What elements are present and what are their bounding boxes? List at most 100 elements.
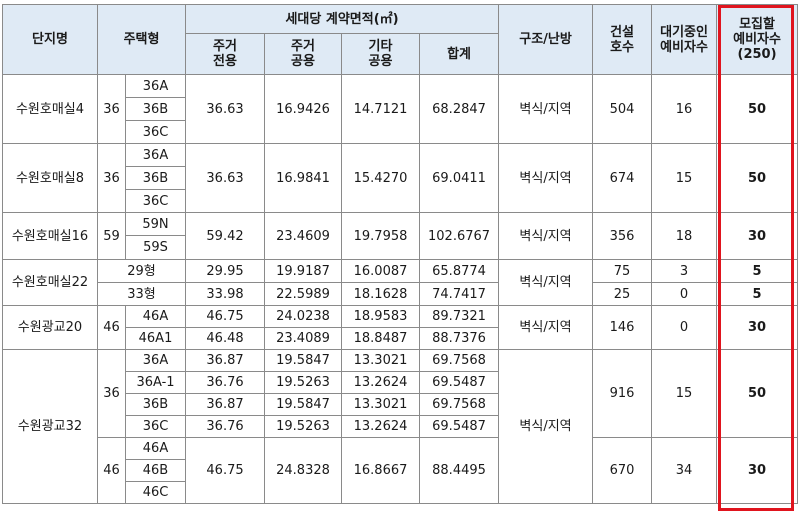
jugeo-jeonyong: 46.48 [185,327,266,350]
type-number: 36 [97,349,126,438]
hapgye: 88.7376 [419,327,500,350]
type-label: 36C [124,189,187,213]
complex-name: 수원호매실8 [2,143,98,213]
gita-gongyong: 13.3021 [341,393,421,416]
jugeo-jeonyong: 36.87 [185,349,266,372]
type-label: 33형 [96,282,187,306]
hapgye: 69.0411 [419,143,500,213]
hapgye: 69.7568 [419,349,500,372]
header-jugeo-jeonyong: 주거 전용 [185,33,266,75]
gita-gongyong: 18.1628 [341,282,421,306]
waiting-count: 18 [651,212,718,260]
recruit-count: 5 [716,259,799,283]
gita-gongyong: 13.2624 [341,371,421,394]
waiting-count: 15 [651,143,718,213]
type-label: 46C [124,481,187,504]
jugeo-jeonyong: 46.75 [185,305,266,328]
structure: 벽식/지역 [498,143,594,213]
recruit-count: 50 [716,143,799,213]
type-label: 36A [124,349,187,372]
header-gita-gongyong: 기타 공용 [341,33,421,75]
gita-gongyong: 19.7958 [341,212,421,260]
built-count: 75 [592,259,653,283]
jugeo-gongyong: 23.4089 [264,327,343,350]
gita-gongyong: 14.7121 [341,74,421,144]
header-gujo: 구조/난방 [498,4,594,75]
jugeo-jeonyong: 36.63 [185,74,266,144]
jugeo-gongyong: 19.5263 [264,415,343,438]
hapgye: 69.5487 [419,415,500,438]
hapgye: 69.7568 [419,393,500,416]
hapgye: 102.6767 [419,212,500,260]
hapgye: 74.7417 [419,282,500,306]
jugeo-jeonyong: 29.95 [185,259,266,283]
type-label: 36A-1 [124,371,187,394]
header-area-group: 세대당 계약면적(㎡) [185,4,500,34]
type-label: 59S [124,235,187,260]
jugeo-gongyong: 23.4609 [264,212,343,260]
housing-table: 단지명 주택형 세대당 계약면적(㎡) 구조/난방 건설 호수 대기중인 예비자… [2,4,799,504]
structure: 벽식/지역 [498,74,594,144]
built-count: 25 [592,282,653,306]
header-mojip: 모집할 예비자수 (250) [716,4,799,75]
complex-name: 수원호매실16 [2,212,98,260]
header-jugeo-gongyong: 주거 공용 [264,33,343,75]
gita-gongyong: 13.3021 [341,349,421,372]
built-count: 916 [592,349,653,438]
type-number: 46 [97,437,126,504]
type-label: 36B [124,97,187,121]
jugeo-gongyong: 19.5847 [264,349,343,372]
recruit-count: 50 [716,349,799,438]
structure: 벽식/지역 [498,259,594,306]
waiting-count: 0 [651,305,718,350]
header-geonseol: 건설 호수 [592,4,653,75]
jugeo-jeonyong: 36.63 [185,143,266,213]
recruit-count: 5 [716,282,799,306]
type-label: 36A [124,74,187,98]
type-label: 46A [124,437,187,460]
complex-name: 수원광교20 [2,305,98,350]
waiting-count: 0 [651,282,718,306]
type-label: 36B [124,166,187,190]
jugeo-jeonyong: 59.42 [185,212,266,260]
type-label: 46A [124,305,187,328]
type-number: 46 [97,305,126,350]
type-label: 36C [124,415,187,438]
jugeo-jeonyong: 36.87 [185,393,266,416]
type-label: 36B [124,393,187,416]
waiting-count: 3 [651,259,718,283]
hapgye: 65.8774 [419,259,500,283]
hapgye: 69.5487 [419,371,500,394]
gita-gongyong: 15.4270 [341,143,421,213]
jugeo-jeonyong: 36.76 [185,415,266,438]
built-count: 504 [592,74,653,144]
recruit-count: 30 [716,437,799,504]
type-label: 29형 [96,259,187,283]
waiting-count: 34 [651,437,718,504]
structure: 벽식/지역 [498,305,594,350]
jugeo-jeonyong: 46.75 [185,437,266,504]
complex-name: 수원호매실22 [2,259,98,306]
jugeo-gongyong: 16.9426 [264,74,343,144]
type-label: 59N [124,212,187,236]
built-count: 674 [592,143,653,213]
jugeo-gongyong: 16.9841 [264,143,343,213]
recruit-count: 30 [716,305,799,350]
header-daegi: 대기중인 예비자수 [651,4,718,75]
gita-gongyong: 16.8667 [341,437,421,504]
jugeo-gongyong: 22.5989 [264,282,343,306]
built-count: 146 [592,305,653,350]
type-number: 36 [97,143,126,213]
header-danji: 단지명 [2,4,98,75]
structure: 벽식/지역 [498,349,594,504]
header-jutaek: 주택형 [96,4,187,75]
gita-gongyong: 18.9583 [341,305,421,328]
complex-name: 수원호매실4 [2,74,98,144]
jugeo-jeonyong: 36.76 [185,371,266,394]
recruit-count: 50 [716,74,799,144]
hapgye: 89.7321 [419,305,500,328]
gita-gongyong: 16.0087 [341,259,421,283]
waiting-count: 15 [651,349,718,438]
built-count: 356 [592,212,653,260]
gita-gongyong: 13.2624 [341,415,421,438]
